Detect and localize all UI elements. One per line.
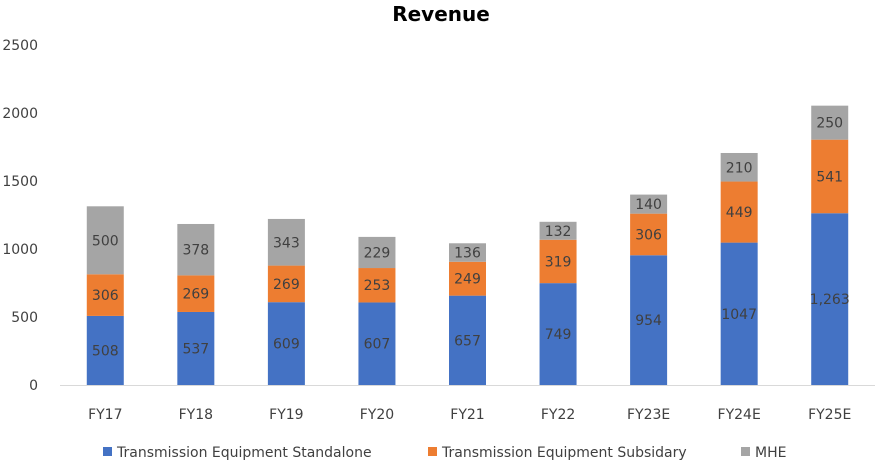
data-label: 378 bbox=[182, 243, 209, 259]
bar-segment bbox=[86, 274, 124, 316]
data-label: 136 bbox=[454, 246, 481, 262]
data-label: 269 bbox=[273, 277, 300, 293]
data-label: 210 bbox=[726, 160, 753, 176]
y-tick-label: 1500 bbox=[2, 174, 38, 190]
data-label: 319 bbox=[545, 254, 572, 270]
bar-segment bbox=[449, 261, 486, 296]
legend-label: Transmission Equipment Subsidary bbox=[441, 445, 687, 461]
x-tick-label: FY25E bbox=[808, 407, 851, 423]
y-tick-label: 1000 bbox=[2, 242, 38, 258]
x-tick-label: FY18 bbox=[179, 407, 213, 423]
y-tick-label: 500 bbox=[11, 310, 38, 326]
data-label: 250 bbox=[816, 116, 843, 132]
data-label: 749 bbox=[545, 327, 572, 343]
bar-segment bbox=[630, 213, 668, 256]
bar-segment bbox=[630, 255, 668, 385]
bar-segment bbox=[811, 139, 849, 214]
legend-label: MHE bbox=[755, 445, 786, 461]
bar-segment bbox=[358, 268, 396, 303]
y-tick-label: 2500 bbox=[2, 38, 38, 54]
x-tick-label: FY23E bbox=[627, 407, 670, 423]
legend-swatch bbox=[741, 447, 750, 456]
data-label: 609 bbox=[273, 337, 300, 353]
bar-segment bbox=[86, 315, 124, 385]
bar-segment bbox=[177, 311, 215, 385]
bar-segment bbox=[177, 223, 215, 276]
legend-swatch bbox=[428, 447, 437, 456]
x-tick-label: FY22 bbox=[541, 407, 575, 423]
bar-segment bbox=[86, 206, 124, 275]
bar-segment bbox=[539, 221, 577, 240]
data-label: 607 bbox=[364, 337, 391, 353]
x-tick-label: FY24E bbox=[718, 407, 761, 423]
bar-segment bbox=[539, 283, 577, 385]
data-label: 140 bbox=[635, 197, 662, 213]
data-label: 343 bbox=[273, 235, 300, 251]
bar-stacks: 508 306 500 537 269 378 609 269 343 607 253 229 657 2… bbox=[86, 105, 850, 385]
x-tick-label: FY20 bbox=[360, 407, 394, 423]
y-tick-label: 0 bbox=[29, 378, 38, 394]
data-label: 249 bbox=[454, 272, 481, 288]
x-tick-label: FY19 bbox=[269, 407, 303, 423]
bar-segment bbox=[720, 181, 758, 243]
data-label: 954 bbox=[635, 313, 662, 329]
chart-title: Revenue bbox=[392, 2, 490, 26]
bar-segment bbox=[630, 194, 668, 214]
data-label: 1047 bbox=[721, 307, 757, 323]
bar-segment bbox=[449, 295, 486, 385]
bar-segment bbox=[539, 239, 577, 284]
data-label: 537 bbox=[182, 341, 209, 357]
bar-segment bbox=[449, 243, 486, 262]
data-label: 229 bbox=[364, 245, 391, 261]
bar-segment bbox=[267, 302, 305, 385]
x-tick-label: FY17 bbox=[88, 407, 122, 423]
x-tick-label: FY21 bbox=[450, 407, 484, 423]
data-label: 306 bbox=[635, 227, 662, 243]
data-label: 269 bbox=[182, 287, 209, 303]
bar-segment bbox=[720, 242, 758, 385]
bar-segment bbox=[720, 152, 758, 182]
data-label: 253 bbox=[364, 278, 391, 294]
data-label: 1,263 bbox=[810, 292, 850, 308]
data-label: 541 bbox=[816, 169, 843, 185]
data-label: 449 bbox=[726, 205, 753, 221]
legend: Transmission Equipment Standalone Transmi… bbox=[103, 445, 786, 461]
y-tick-label: 2000 bbox=[2, 106, 38, 122]
bar-segment bbox=[811, 105, 849, 140]
data-label: 306 bbox=[92, 288, 119, 304]
legend-label: Transmission Equipment Standalone bbox=[116, 445, 372, 461]
bar-segment bbox=[358, 236, 396, 269]
data-label: 132 bbox=[545, 224, 572, 240]
legend-swatch bbox=[103, 447, 112, 456]
bar-segment bbox=[358, 302, 396, 385]
bar-segment bbox=[811, 213, 849, 385]
bar-segment bbox=[267, 265, 305, 303]
data-label: 500 bbox=[92, 233, 119, 249]
y-axis: 0 500 1000 1500 2000 2500 bbox=[2, 38, 875, 394]
bar-segment bbox=[177, 275, 215, 312]
data-label: 657 bbox=[454, 333, 481, 349]
bar-segment bbox=[267, 218, 305, 266]
data-label: 508 bbox=[92, 343, 119, 359]
x-axis: FY17 FY18 FY19 FY20 FY21 FY22 FY23E FY24E FY25E bbox=[88, 407, 851, 423]
